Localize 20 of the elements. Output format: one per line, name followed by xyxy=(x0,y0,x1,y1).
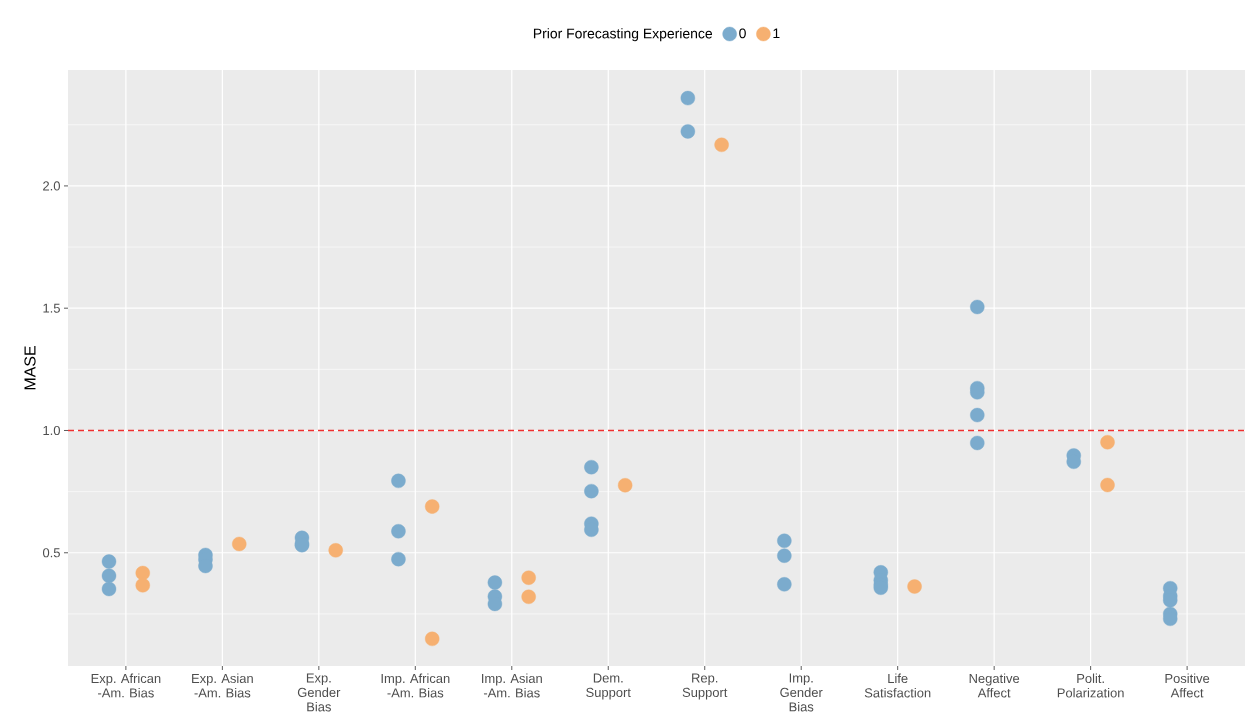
x-tick-label: Rep. Support xyxy=(682,673,728,700)
y-tick-label: 1.5 xyxy=(43,303,60,313)
x-tick-label: Dem. Support xyxy=(586,673,631,700)
x-tick-label: Exp. African -Am. Bias xyxy=(91,673,161,698)
x-tick-label: Positive Affect xyxy=(1165,673,1210,698)
y-tick-label: 1.0 xyxy=(43,425,60,436)
x-tick-label: Exp. Asian -Am. Bias xyxy=(192,673,253,698)
y-tick-label: 2.0 xyxy=(43,181,60,191)
x-tick-label: Exp. Gender Bias xyxy=(297,673,341,712)
x-tick-label: Imp. Gender Bias xyxy=(780,673,823,712)
x-tick-label: Polit. Polarization xyxy=(1057,673,1124,698)
x-tick-label: Imp. Asian -Am. Bias xyxy=(482,673,542,698)
x-tick-label: Imp. African -Am. Bias xyxy=(381,673,450,698)
x-tick-label: Life Satisfaction xyxy=(864,673,931,698)
y-axis-title: MASE xyxy=(24,346,36,390)
x-tick-label: Negative Affect xyxy=(969,673,1020,698)
y-tick-label: 0.5 xyxy=(42,548,60,558)
legend-label: 0 xyxy=(739,28,746,39)
legend-label: 1 xyxy=(773,28,780,39)
legend-title: Prior Forecasting Experience xyxy=(533,28,713,42)
